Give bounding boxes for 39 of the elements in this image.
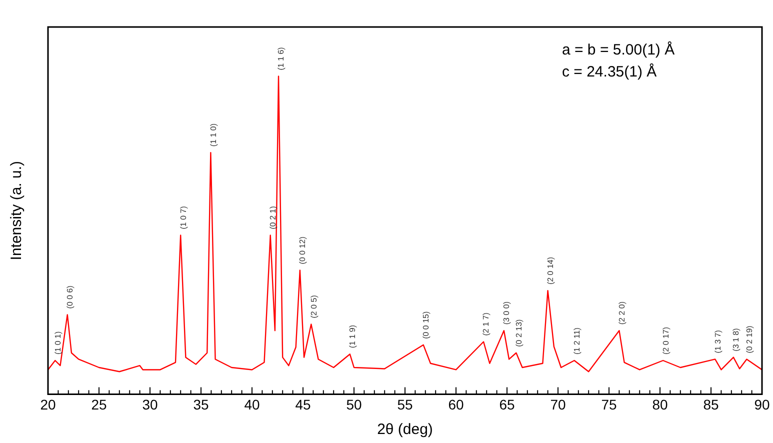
- annotation: (0 2 13): [514, 318, 524, 347]
- x-tick-label: 65: [499, 396, 515, 412]
- x-tick-label: 75: [601, 396, 617, 412]
- annotation: (2 0 14): [546, 256, 556, 285]
- annotation: (3 1 8): [732, 328, 741, 352]
- annotation: (1 2 11): [572, 327, 582, 354]
- x-tick-label: 55: [397, 396, 413, 412]
- annotation: (2 0 17): [661, 326, 670, 354]
- y-axis-title: Intensity (a. u.): [8, 160, 26, 260]
- x-tick-label: 20: [40, 396, 56, 412]
- annotation: (1 1 0): [208, 123, 218, 147]
- annotation: (2 2 0): [617, 301, 626, 325]
- annotation: (2 1 7): [482, 312, 491, 336]
- x-axis-title: 2θ (deg): [377, 421, 433, 438]
- annotation: (2 0 5): [309, 294, 318, 318]
- annotation: (0 0 15): [422, 311, 431, 339]
- annotation: c = 24.35(1) Å: [562, 62, 657, 81]
- x-tick-label: 90: [754, 396, 770, 412]
- annotation: (0 2 1): [268, 206, 278, 230]
- annotation: (0 0 6): [66, 285, 75, 309]
- annotation: (3 0 0): [502, 301, 512, 325]
- annotation: (1 1 9): [348, 324, 358, 348]
- annotation: (1 1 6): [276, 46, 286, 70]
- x-tick-label: 25: [91, 396, 107, 412]
- annotation: (1 0 1): [53, 331, 62, 354]
- x-tick-label: 85: [703, 396, 719, 412]
- x-tick-label: 50: [346, 396, 362, 412]
- x-tick-label: 70: [550, 396, 566, 412]
- x-tick-label: 45: [295, 396, 311, 412]
- x-tick-label: 35: [193, 396, 209, 412]
- x-tick-label: 80: [652, 396, 668, 412]
- text: a = b = 5.00(1) Å: [562, 40, 675, 59]
- x-tick-label: 60: [448, 396, 464, 412]
- annotation: (0 2 19): [744, 325, 754, 354]
- x-tick-label: 30: [142, 396, 158, 412]
- annotation: (1 0 7): [178, 206, 188, 230]
- annotation: (0 0 12): [298, 236, 308, 264]
- x-tick-label: 40: [244, 396, 260, 412]
- annotation: (1 3 7): [713, 330, 722, 354]
